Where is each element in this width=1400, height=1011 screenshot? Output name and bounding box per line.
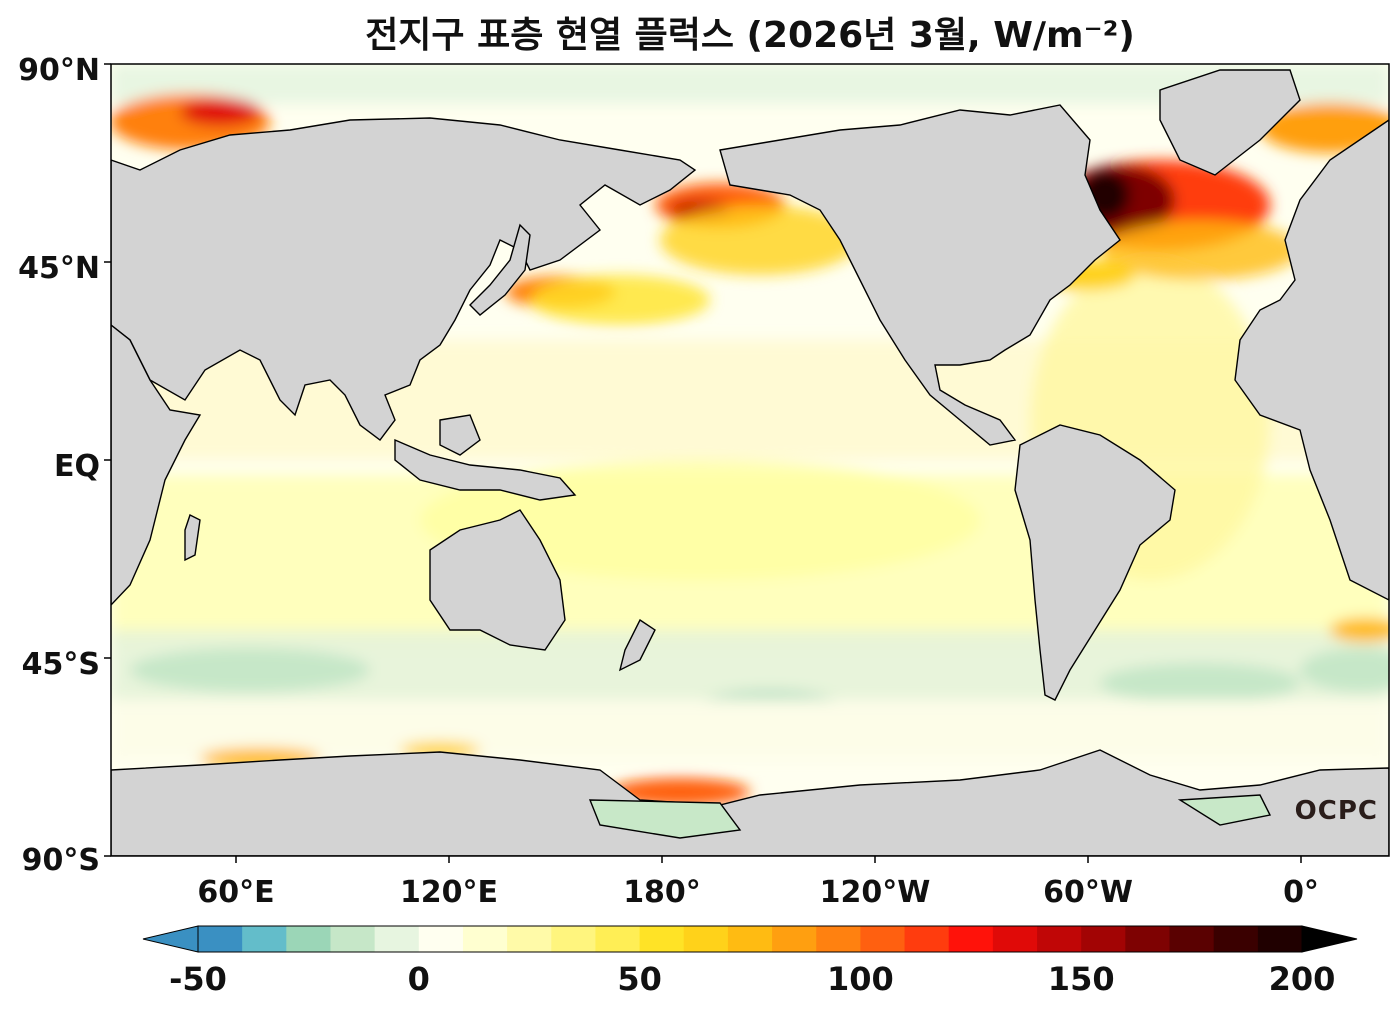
colorbar-frame xyxy=(197,925,1303,953)
ocpc-logo: OCPC xyxy=(1294,796,1378,826)
colorbar-tick-label: 100 xyxy=(827,960,894,998)
madagascar-land xyxy=(184,514,201,562)
colorbar-segment xyxy=(330,926,376,952)
europe-africa-west-land xyxy=(1234,119,1389,601)
colorbar-segment xyxy=(639,926,685,952)
colorbar-segment xyxy=(683,926,729,952)
lat-tick-label: EQ xyxy=(54,449,100,484)
lat-axis: 90°N 45°N EQ 45°S 90°S xyxy=(18,53,111,878)
colorbar-segment xyxy=(418,926,464,952)
lon-tick-label: 60°W xyxy=(1043,875,1133,910)
colorbar-tick-label: -50 xyxy=(169,960,227,998)
antarctica-land xyxy=(111,749,1389,856)
lon-tick-label: 60°E xyxy=(197,875,274,910)
colorbar-segment xyxy=(286,926,331,952)
weddell-ice-shelf xyxy=(1177,794,1272,826)
colorbar-tick-label: 50 xyxy=(617,960,662,998)
colorbar-segment xyxy=(1213,926,1259,952)
colorbar-segment xyxy=(507,926,552,952)
colorbar-segment xyxy=(551,926,596,952)
colorbar-segment xyxy=(1169,926,1215,952)
colorbar-extend-max xyxy=(1301,925,1358,953)
lat-tick-label: 90°N xyxy=(18,53,100,88)
colorbar-segment xyxy=(1037,926,1082,952)
flux-field xyxy=(111,64,1389,806)
land-masses xyxy=(111,69,1389,856)
lon-tick-label: 120°W xyxy=(820,875,931,910)
colorbar-tick-label: 200 xyxy=(1269,960,1336,998)
lon-tick-label: 0° xyxy=(1283,875,1319,910)
colorbar-segment xyxy=(242,926,287,952)
colorbar-segment xyxy=(992,926,1038,952)
lon-axis: 60°E 120°E 180° 120°W 60°W 0° xyxy=(197,856,1319,910)
north-america-land xyxy=(719,104,1121,446)
japan-land xyxy=(469,223,531,316)
colorbar-segment xyxy=(1257,926,1303,952)
colorbar-segment xyxy=(772,926,817,952)
colorbar-tick-label: 150 xyxy=(1048,960,1115,998)
colorbar-segment xyxy=(860,926,906,952)
colorbar xyxy=(142,925,1358,953)
lat-tick-label: 45°S xyxy=(22,647,100,682)
lat-tick-label: 90°S xyxy=(22,843,100,878)
south-america-land xyxy=(1014,424,1176,701)
map-title: 전지구 표층 현열 플럭스 (2026년 3월, W/m⁻²) xyxy=(365,15,1135,56)
colorbar-extend-min xyxy=(142,925,199,953)
lon-tick-label: 120°E xyxy=(400,875,498,910)
greenland-land xyxy=(1159,69,1301,176)
colorbar-segment xyxy=(374,926,420,952)
colorbar-segment xyxy=(816,926,861,952)
colorbar-segment xyxy=(948,926,994,952)
africa-east-land xyxy=(111,324,202,607)
colorbar-segment xyxy=(1125,926,1171,952)
lat-tick-label: 45°N xyxy=(18,251,100,286)
borneo-land xyxy=(439,414,481,456)
colorbar-tick-label: 0 xyxy=(408,960,430,998)
colorbar-segment xyxy=(198,926,243,952)
indonesia-land xyxy=(394,438,577,501)
lon-tick-label: 180° xyxy=(623,875,701,910)
colorbar-tick-labels: -50 0 50 100 150 200 xyxy=(169,960,1335,998)
eurasia-land xyxy=(111,117,697,441)
ross-ice-shelf xyxy=(588,799,742,839)
colorbar-segment xyxy=(904,926,950,952)
colorbar-segment xyxy=(727,926,773,952)
colorbar-segment xyxy=(1081,926,1126,952)
new-zealand-land xyxy=(618,618,656,672)
colorbar-segment xyxy=(595,926,641,952)
colorbar-segment xyxy=(462,926,508,952)
australia-land xyxy=(429,509,566,651)
